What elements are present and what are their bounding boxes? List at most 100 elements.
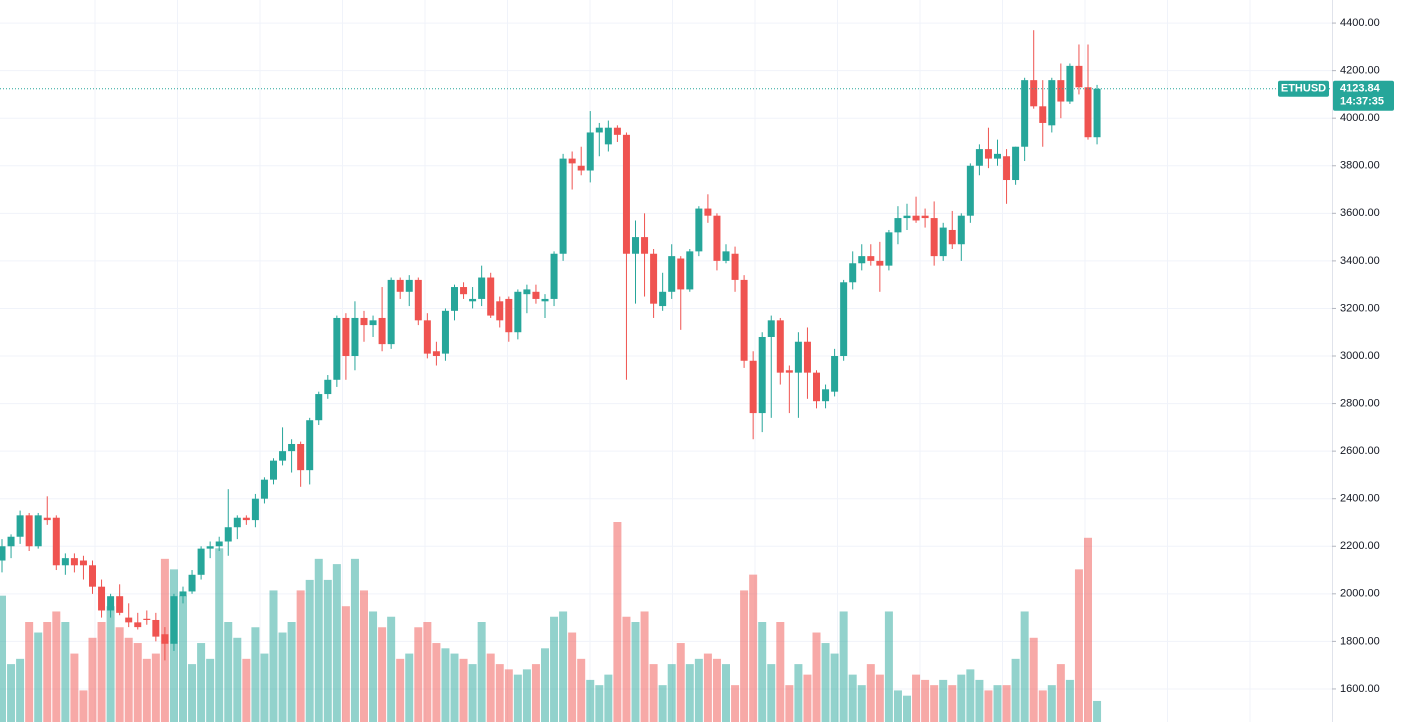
candle-body: [677, 258, 685, 290]
candle-body: [550, 253, 558, 299]
candle-body: [107, 596, 115, 611]
volume-bar: [468, 664, 477, 722]
volume-bar: [233, 637, 242, 722]
y-tick-label: 2000.00: [1340, 588, 1380, 600]
volume-bar: [197, 643, 206, 722]
volume-bar: [812, 632, 821, 722]
volume-bar: [676, 643, 685, 722]
volume-bar: [7, 664, 16, 722]
candle-body: [722, 251, 730, 261]
candle-body: [894, 218, 902, 233]
volume-bar: [513, 674, 522, 722]
volume-bar: [1056, 664, 1065, 722]
volume-bar: [875, 674, 884, 722]
candle-body: [125, 617, 133, 623]
volume-bar: [1047, 685, 1056, 722]
volume-bar: [477, 622, 486, 722]
volume-bar: [776, 622, 785, 722]
volume-bar: [1029, 637, 1038, 722]
candle-body: [451, 287, 458, 311]
candle-body: [957, 215, 965, 245]
candle-body: [505, 298, 513, 333]
price-axis: 1600.00 1800.00 2000.00 2200.00 2400.00 2600.…: [1332, 17, 1380, 695]
symbol-badge: [1278, 80, 1329, 97]
candle-body: [441, 310, 449, 354]
volume-bar: [1002, 685, 1011, 722]
candle-body: [586, 132, 594, 171]
candle-body: [831, 356, 839, 392]
plot-area: [0, 0, 1332, 722]
volume-bar: [495, 664, 504, 722]
volume-bar: [188, 664, 197, 722]
volume-bar: [640, 611, 649, 722]
volume-bar: [649, 664, 658, 722]
volume-bar: [43, 622, 52, 722]
volume-bar: [369, 611, 378, 722]
volume-bar: [88, 637, 97, 722]
volume-bar: [432, 643, 441, 722]
volume-bar: [450, 653, 459, 722]
volume-bar: [921, 679, 930, 722]
volume-bar: [224, 622, 233, 722]
volume-bar: [794, 664, 803, 722]
volume-bar: [242, 658, 251, 722]
candle-body: [79, 560, 87, 566]
candle-body: [758, 336, 766, 414]
volume-bar: [912, 674, 921, 722]
candle-body: [1003, 156, 1011, 181]
volume-bar: [703, 653, 712, 722]
candle-body: [98, 586, 106, 611]
volume-bar: [0, 595, 6, 722]
volume-bar: [305, 579, 314, 722]
candle-body: [378, 317, 386, 345]
candle-body: [704, 208, 712, 216]
candle-body: [7, 536, 15, 547]
candle-body: [279, 451, 287, 461]
candle-body: [794, 341, 802, 373]
volume-bar: [966, 669, 975, 722]
candle-body: [0, 546, 6, 561]
volume-bar: [1093, 700, 1102, 722]
candle-body: [460, 287, 468, 295]
candle-body: [514, 291, 522, 333]
candle-body: [749, 360, 757, 414]
candle-body: [369, 320, 377, 326]
volume-bar: [387, 616, 396, 722]
countdown-label: 14:37:35: [1340, 96, 1384, 108]
candle-body: [939, 227, 947, 257]
candle-body: [161, 634, 169, 644]
volume-bar: [332, 564, 341, 722]
candle-body: [297, 443, 305, 471]
candle-body: [885, 232, 893, 266]
candle-body: [650, 253, 658, 304]
volume-bar: [106, 606, 115, 722]
volume-bar: [722, 664, 730, 722]
volume-bar: [378, 627, 387, 722]
volume-bar: [1020, 611, 1029, 722]
candle-body: [315, 394, 323, 421]
candle-body: [16, 515, 24, 537]
candle-body: [351, 317, 359, 357]
volume-bar: [34, 632, 43, 722]
candle-body: [423, 320, 431, 354]
candle-body: [396, 279, 404, 292]
candle-body: [713, 215, 721, 261]
candle-body: [1012, 146, 1020, 181]
volume-bar: [124, 637, 133, 722]
candle-body: [25, 515, 33, 547]
candle-body: [1048, 80, 1056, 126]
volume-bar: [685, 664, 694, 722]
candle-body: [948, 229, 956, 245]
candle-body: [469, 298, 477, 302]
volume-bar: [341, 606, 350, 722]
candle-body: [1057, 80, 1065, 102]
candle-body: [306, 420, 314, 471]
volume-bar: [595, 685, 604, 722]
volume-bar: [1065, 679, 1074, 722]
volume-bar: [179, 595, 187, 722]
volume-bar: [414, 627, 423, 722]
candle-body: [803, 341, 811, 373]
price-badge: [1333, 80, 1394, 111]
candle-body: [206, 546, 214, 549]
